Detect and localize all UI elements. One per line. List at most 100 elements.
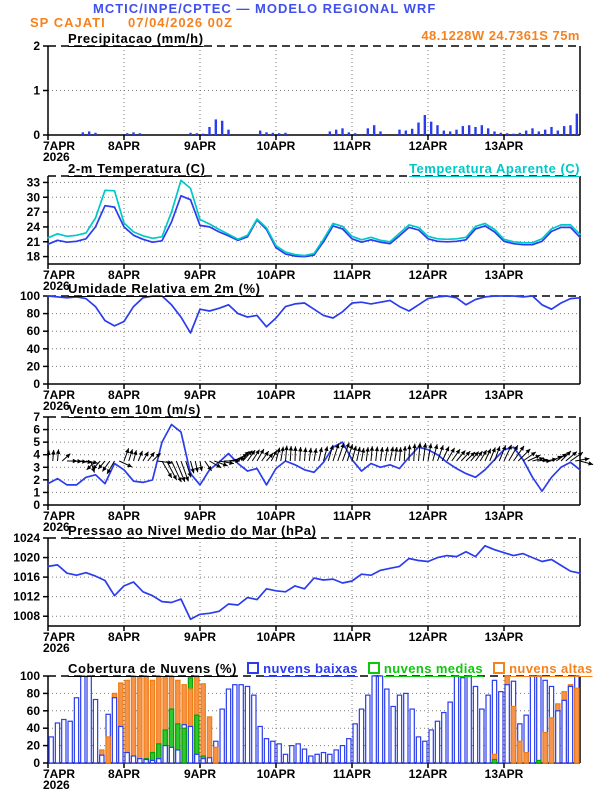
model-run-datetime: 07/04/2026 00Z [128,15,234,30]
svg-text:0: 0 [33,498,40,512]
svg-text:60: 60 [27,704,41,718]
svg-text:2: 2 [33,39,40,53]
svg-text:8APR: 8APR [108,509,140,523]
panel-title-pressure: Pressao ao Nivel Medio do Mar (hPa) [68,523,317,538]
svg-text:13APR: 13APR [485,767,524,781]
svg-text:2026: 2026 [43,279,70,293]
svg-text:10APR: 10APR [257,268,296,282]
svg-text:11APR: 11APR [333,388,371,402]
svg-text:9APR: 9APR [184,767,216,781]
svg-text:20: 20 [27,739,41,753]
high-clouds-legend-swatch-icon [493,661,506,674]
svg-text:8APR: 8APR [108,388,140,402]
svg-text:10APR: 10APR [257,388,296,402]
station-name: SP CAJATI [30,15,106,30]
svg-text:3: 3 [33,460,40,474]
svg-text:13APR: 13APR [485,388,524,402]
svg-text:2026: 2026 [43,641,70,655]
svg-text:1016: 1016 [13,570,40,584]
svg-text:12APR: 12APR [409,388,448,402]
panel-title-humidity: Umidade Relativa em 2m (%) [68,281,261,296]
legend-item-mid-clouds: nuvens medias [358,661,483,676]
svg-text:1012: 1012 [13,590,40,604]
legend-label-low-clouds: nuvens baixas [263,661,358,676]
svg-text:11APR: 11APR [333,767,371,781]
svg-text:13APR: 13APR [485,268,524,282]
svg-text:9APR: 9APR [184,509,216,523]
svg-text:2026: 2026 [43,150,70,164]
svg-text:1: 1 [33,485,40,499]
svg-text:100: 100 [20,289,40,303]
svg-text:7APR: 7APR [43,388,75,402]
svg-text:12APR: 12APR [409,509,448,523]
svg-text:9APR: 9APR [184,139,216,153]
svg-text:10APR: 10APR [257,139,296,153]
svg-text:0: 0 [33,377,40,391]
svg-text:30: 30 [27,190,41,204]
mid-clouds-legend-swatch-icon [367,661,380,674]
legend-label-mid-clouds: nuvens medias [383,661,484,676]
svg-text:10APR: 10APR [257,630,296,644]
svg-text:1: 1 [33,84,40,98]
svg-text:13APR: 13APR [485,509,524,523]
svg-text:1024: 1024 [13,531,40,545]
svg-text:80: 80 [27,686,41,700]
low-clouds-legend-swatch-icon [247,661,260,674]
svg-text:20: 20 [27,359,41,373]
svg-text:0: 0 [33,128,40,142]
legend-item-low-clouds: nuvens baixas [237,661,358,676]
legend-item-high-clouds: nuvens altas [483,661,593,676]
svg-text:11APR: 11APR [333,268,371,282]
legend-label-high-clouds: nuvens altas [509,661,593,676]
svg-text:18: 18 [27,250,41,264]
svg-text:40: 40 [27,342,41,356]
svg-text:10APR: 10APR [257,509,296,523]
svg-text:9APR: 9APR [184,388,216,402]
panel-title-temperature: 2-m Temperatura (C) [68,161,206,176]
svg-text:7APR: 7APR [43,509,75,523]
svg-text:2026: 2026 [43,399,70,413]
svg-text:12APR: 12APR [409,767,448,781]
svg-text:11APR: 11APR [333,509,371,523]
svg-text:60: 60 [27,324,41,338]
svg-text:21: 21 [27,235,41,249]
panel-title-precipitation: Precipitacao (mm/h) [68,31,204,46]
svg-text:7APR: 7APR [43,767,75,781]
svg-text:13APR: 13APR [485,139,524,153]
svg-text:11APR: 11APR [333,630,371,644]
svg-text:9APR: 9APR [184,268,216,282]
panel-title-clouds: Cobertura de Nuvens (%) [68,661,238,676]
svg-text:13APR: 13APR [485,630,524,644]
panel-title-wind: Vento em 10m (m/s) [68,402,201,417]
apparent-temperature-label: Temperatura Aparente (C) [409,161,580,176]
svg-text:12APR: 12APR [409,139,448,153]
svg-text:9APR: 9APR [184,630,216,644]
svg-text:4: 4 [33,448,40,462]
svg-text:7APR: 7APR [43,630,75,644]
svg-text:2026: 2026 [43,778,70,792]
svg-text:6: 6 [33,423,40,437]
svg-text:12APR: 12APR [409,630,448,644]
svg-text:11APR: 11APR [333,139,371,153]
svg-text:80: 80 [27,307,41,321]
svg-text:7APR: 7APR [43,139,75,153]
svg-text:1020: 1020 [13,551,40,565]
svg-text:33: 33 [27,175,41,189]
svg-text:100: 100 [20,669,40,683]
page-title: MCTIC/INPE/CPTEC — MODELO REGIONAL WRF [93,1,437,16]
svg-text:40: 40 [27,721,41,735]
svg-text:8APR: 8APR [108,268,140,282]
svg-text:5: 5 [33,435,40,449]
svg-text:2026: 2026 [43,520,70,534]
svg-text:0: 0 [33,756,40,770]
svg-text:8APR: 8APR [108,630,140,644]
svg-text:2: 2 [33,473,40,487]
svg-text:8APR: 8APR [108,139,140,153]
svg-text:10APR: 10APR [257,767,296,781]
clouds-title-and-legend: Cobertura de Nuvens (%) nuvens baixas nu… [68,661,593,676]
svg-text:7APR: 7APR [43,268,75,282]
svg-text:1008: 1008 [13,609,40,623]
svg-text:12APR: 12APR [409,268,448,282]
